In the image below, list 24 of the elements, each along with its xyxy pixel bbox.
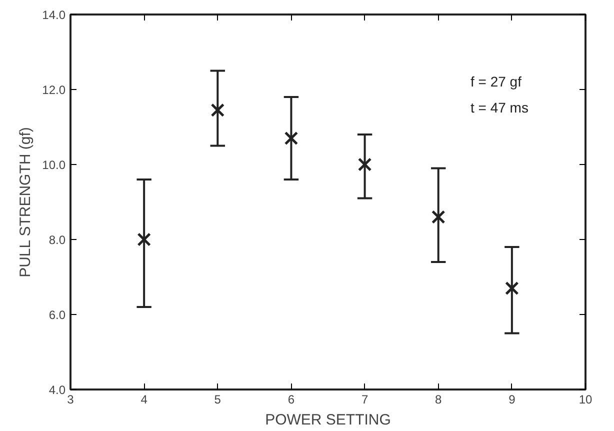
x-tick-label: 5 — [214, 392, 222, 406]
y-tick-label: 8.0 — [48, 233, 66, 247]
point — [505, 281, 519, 296]
x-axis-title: POWER SETTING — [265, 412, 391, 428]
point — [137, 232, 151, 246]
point — [358, 158, 372, 172]
y-axis-title: PULL STRENGTH (gf) — [17, 127, 34, 278]
x-tick-label: 3 — [67, 392, 74, 406]
point — [210, 103, 225, 118]
annotation: t = 47 ms — [470, 100, 528, 116]
x-tick-label: 4 — [140, 392, 148, 406]
y-tick-label: 10.0 — [42, 158, 66, 172]
y-tick-label: 6.0 — [48, 308, 66, 322]
x-tick-label: 8 — [435, 392, 442, 406]
y-tick-label: 12.0 — [42, 83, 66, 97]
point — [284, 131, 298, 146]
y-tick-label: 4.0 — [48, 383, 66, 397]
y-tick-label: 14.0 — [42, 8, 66, 22]
x-tick-label: 9 — [508, 392, 516, 406]
x-tick-label: 6 — [288, 392, 295, 406]
point — [431, 210, 446, 224]
x-tick-label: 7 — [361, 392, 368, 406]
x-tick-label: 10 — [578, 392, 592, 406]
annotation: f = 27 gf — [470, 74, 522, 90]
